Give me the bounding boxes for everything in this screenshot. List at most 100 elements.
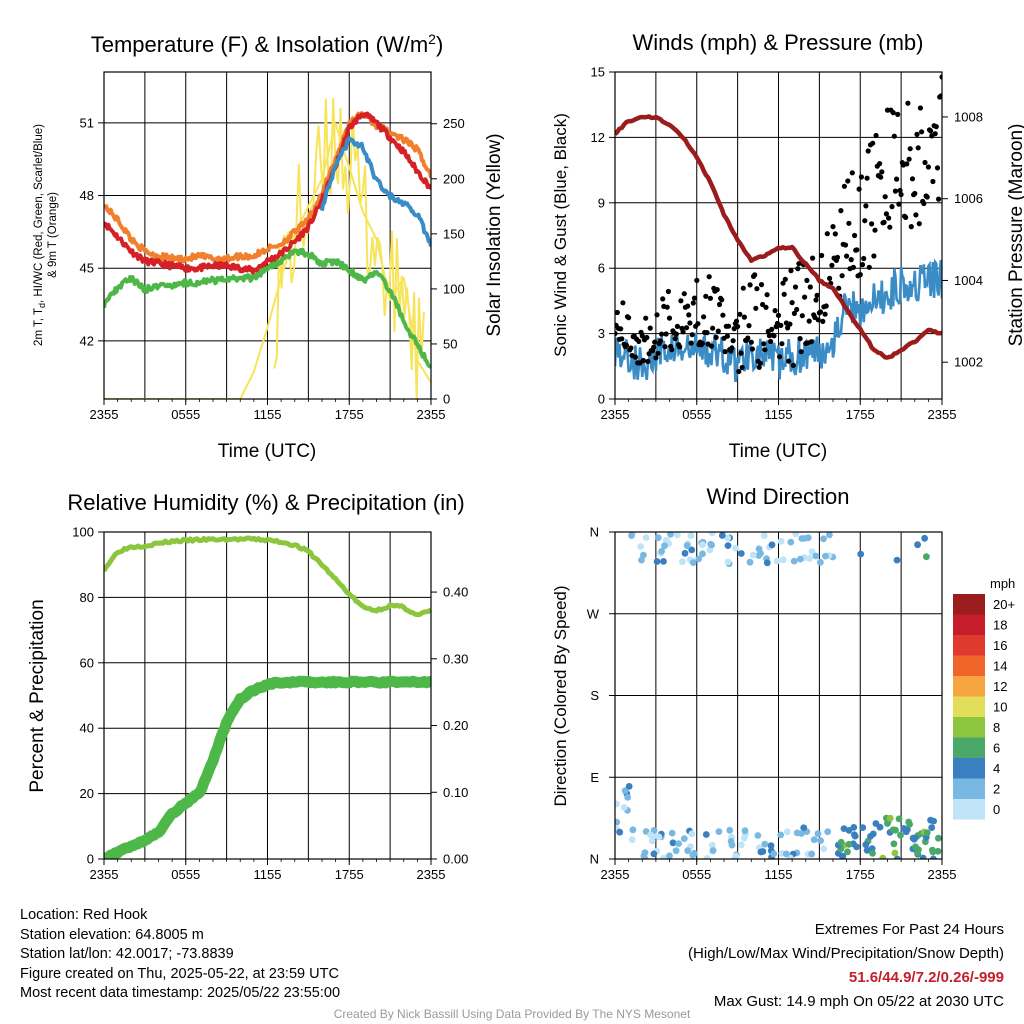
direction-point [727,838,735,845]
y-tick-label: S [590,688,599,703]
gust-point [618,326,624,332]
direction-point [650,850,658,858]
direction-point [738,841,745,849]
gust-point [881,219,887,225]
gust-point [680,329,686,335]
direction-point [658,547,665,555]
gust-point [655,350,661,356]
gust-point [666,315,673,321]
gust-point [754,286,760,292]
winds-ticks: 2355 0555 1155 1755 235503691215100210041006… [591,65,983,423]
direction-point [851,831,858,839]
direction-point [628,532,635,539]
direction-point [820,535,827,543]
direction-point [620,804,628,811]
direction-point [872,820,880,827]
wind-direction-ylabel: Direction (Colored By Speed) [551,585,570,806]
gust-point [678,298,684,304]
gust-point [790,362,796,368]
sonic-wind-line [615,258,942,383]
gust-point [813,297,819,303]
gust-point [804,277,810,283]
gust-point [883,211,890,217]
gust-point [864,175,870,181]
gust-point [856,186,862,192]
direction-point [804,534,812,542]
x-tick-label: 2355 [928,867,957,882]
gust-point [677,344,683,350]
gust-point [797,336,803,342]
gust-point [829,262,835,268]
gust-point [887,224,893,230]
humidity-ylabel-left: Percent & Precipitation [27,599,48,792]
gust-point [830,224,836,230]
direction-point [806,555,813,562]
x-tick-label: 2355 [417,407,446,422]
9m-temperature-line [104,111,431,264]
series-0-path [104,111,431,275]
gust-point [862,218,868,224]
y-right-tick-label: 0.30 [443,651,468,666]
legend-label: 14 [993,659,1007,674]
x-tick-label: 0555 [682,867,711,882]
y-tick-label: 80 [80,590,94,605]
gust-point [685,303,691,309]
direction-point [615,800,620,808]
gust-point [824,231,830,237]
direction-point [681,549,689,557]
gust-point [872,227,878,233]
gust-point [707,295,714,301]
gust-point [870,140,876,146]
direction-point [770,850,778,858]
gust-point [695,321,701,327]
direction-point [726,826,734,834]
gust-point [906,156,912,162]
precip-path [104,675,431,859]
gust-point [795,266,801,272]
direction-point [927,816,934,824]
direction-point [660,854,668,859]
x-tick-label: 1155 [765,407,793,422]
direction-point [895,815,903,823]
gust-point [799,313,805,319]
x-tick-label: 2355 [928,407,957,422]
y-tick-label: 0 [598,392,605,407]
gust-point [730,338,736,344]
temperature-ylabel-right: Solar Insolation (Yellow) [484,133,505,336]
gust-point [738,350,744,356]
direction-point [783,828,791,836]
gust-point [896,201,902,207]
direction-point [688,546,696,554]
gust-point [866,264,872,270]
gust-point [703,293,709,299]
direction-point [812,552,820,560]
direction-point [702,831,710,838]
direction-point [737,550,745,557]
gust-point [665,288,672,295]
direction-point [648,837,656,845]
recent-timestamp: Most recent data timestamp: 2025/05/22 2… [20,985,341,1001]
direction-point [837,838,845,846]
direction-point [757,550,764,557]
gust-point [653,355,659,361]
gust-point [869,221,875,227]
direction-point [934,847,942,855]
gust-point [848,257,854,263]
direction-point [808,850,816,858]
gust-point [932,131,938,137]
gust-point [619,336,625,342]
direction-point [817,558,824,566]
gust-point [802,294,808,300]
gust-point [691,295,698,301]
direction-point [724,542,732,549]
gust-point [688,340,694,346]
gust-point [674,323,681,329]
direction-point [660,558,667,565]
direction-point [672,847,680,855]
gust-point [694,277,700,283]
legend-label: 4 [993,761,1000,776]
gust-point [844,253,850,259]
gust-point [938,93,942,99]
gust-point [753,305,759,311]
direction-point [779,556,787,564]
